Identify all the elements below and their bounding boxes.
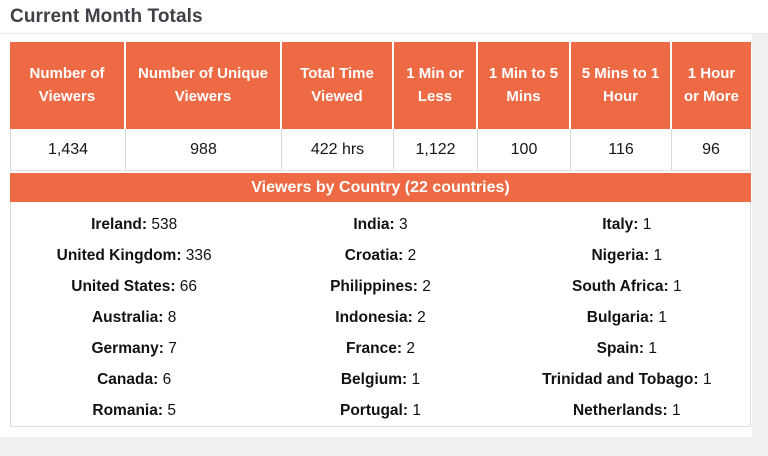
country-label: South Africa: xyxy=(571,278,669,295)
country-count: 1 xyxy=(642,216,652,233)
country-count: 1 xyxy=(672,402,681,419)
title-bar: Current Month Totals xyxy=(0,0,768,34)
header-1-min-or-less: 1 Min or Less xyxy=(394,42,478,129)
country-label: Spain: xyxy=(596,340,645,357)
country-entry-united-kingdom: United Kingdom: 336 xyxy=(11,240,257,271)
country-label: United States: xyxy=(71,278,176,295)
country-entry-france: France: 2 xyxy=(257,333,503,364)
country-count: 1 xyxy=(702,371,712,388)
value-number-of-viewers: 1,434 xyxy=(10,129,126,171)
country-label: Australia: xyxy=(91,309,164,326)
country-count: 1 xyxy=(653,247,663,264)
country-panel: Ireland: 538 United Kingdom: 336 United … xyxy=(10,202,751,427)
summary-value-row: 1,434 988 422 hrs 1,122 100 116 96 xyxy=(10,129,751,171)
country-entry-trinidad-and-tobago: Trinidad and Tobago: 1 xyxy=(504,364,750,395)
viewers-by-country-banner: Viewers by Country (22 countries) xyxy=(10,173,751,202)
header-1-hour-or-more: 1 Hour or More xyxy=(672,42,751,129)
country-count: 3 xyxy=(399,216,408,233)
country-label: Nigeria: xyxy=(591,247,650,264)
value-5-mins-to-1-hour: 116 xyxy=(571,129,672,171)
country-entry-united-states: United States: 66 xyxy=(11,271,257,302)
country-count: 5 xyxy=(167,402,176,419)
country-count: 1 xyxy=(411,371,421,388)
country-count: 2 xyxy=(417,309,426,326)
header-1-min-to-5-mins: 1 Min to 5 Mins xyxy=(478,42,571,129)
country-entry-spain: Spain: 1 xyxy=(504,333,750,364)
country-label: Netherlands: xyxy=(572,402,668,419)
country-count: 336 xyxy=(185,247,212,264)
stats-card: Number of Viewers Number of Unique Viewe… xyxy=(0,34,752,437)
country-entry-croatia: Croatia: 2 xyxy=(257,240,503,271)
country-count: 538 xyxy=(151,216,178,233)
country-entry-india: India: 3 xyxy=(257,209,503,240)
header-5-mins-to-1-hour: 5 Mins to 1 Hour xyxy=(571,42,672,129)
page-background: Number of Viewers Number of Unique Viewe… xyxy=(0,34,768,456)
country-label: Trinidad and Tobago: xyxy=(542,371,699,388)
summary-header-row: Number of Viewers Number of Unique Viewe… xyxy=(10,42,751,129)
country-column-3: Italy: 1 Nigeria: 1 South Africa: 1 Bulg… xyxy=(504,209,750,426)
country-count: 2 xyxy=(407,247,417,264)
country-entry-germany: Germany: 7 xyxy=(11,333,257,364)
country-entry-romania: Romania: 5 xyxy=(11,395,257,426)
country-label: Philippines: xyxy=(330,278,418,295)
country-label: Indonesia: xyxy=(335,309,413,326)
country-label: Bulgaria: xyxy=(586,309,654,326)
country-count: 2 xyxy=(406,340,415,357)
page-title: Current Month Totals xyxy=(10,5,203,27)
country-label: Canada: xyxy=(97,371,159,388)
country-column-1: Ireland: 538 United Kingdom: 336 United … xyxy=(11,209,257,426)
country-entry-italy: Italy: 1 xyxy=(504,209,750,240)
country-label: France: xyxy=(346,340,403,357)
country-entry-indonesia: Indonesia: 2 xyxy=(257,302,503,333)
header-number-of-unique-viewers: Number of Unique Viewers xyxy=(126,42,282,129)
country-entry-nigeria: Nigeria: 1 xyxy=(504,240,750,271)
country-label: Belgium: xyxy=(340,371,408,388)
value-number-of-unique-viewers: 988 xyxy=(126,129,282,171)
country-count: 1 xyxy=(658,309,667,326)
country-label: Ireland: xyxy=(91,216,148,233)
country-label: Portugal: xyxy=(340,402,409,419)
header-number-of-viewers: Number of Viewers xyxy=(10,42,126,129)
header-total-time-viewed: Total Time Viewed xyxy=(282,42,394,129)
country-count: 1 xyxy=(673,278,682,295)
country-label: Romania: xyxy=(92,402,163,419)
country-entry-bulgaria: Bulgaria: 1 xyxy=(504,302,750,333)
country-count: 7 xyxy=(168,340,177,357)
country-label: Croatia: xyxy=(344,247,404,264)
country-entry-canada: Canada: 6 xyxy=(11,364,257,395)
country-count: 66 xyxy=(179,278,198,295)
value-1-hour-or-more: 96 xyxy=(672,129,751,171)
country-label: Italy: xyxy=(602,216,639,233)
country-entry-netherlands: Netherlands: 1 xyxy=(504,395,750,426)
country-column-2: India: 3 Croatia: 2 Philippines: 2 Indon… xyxy=(257,209,503,426)
country-entry-australia: Australia: 8 xyxy=(11,302,257,333)
country-label: Germany: xyxy=(91,340,164,357)
country-entry-ireland: Ireland: 538 xyxy=(11,209,257,240)
country-count: 1 xyxy=(412,402,421,419)
country-label: India: xyxy=(353,216,395,233)
country-entry-philippines: Philippines: 2 xyxy=(257,271,503,302)
country-count: 1 xyxy=(648,340,657,357)
country-count: 8 xyxy=(167,309,177,326)
value-total-time-viewed: 422 hrs xyxy=(282,129,394,171)
country-count: 6 xyxy=(162,371,172,388)
country-label: United Kingdom: xyxy=(56,247,182,264)
country-entry-portugal: Portugal: 1 xyxy=(257,395,503,426)
country-entry-south-africa: South Africa: 1 xyxy=(504,271,750,302)
country-entry-belgium: Belgium: 1 xyxy=(257,364,503,395)
value-1-min-or-less: 1,122 xyxy=(394,129,478,171)
value-1-min-to-5-mins: 100 xyxy=(478,129,571,171)
country-count: 2 xyxy=(422,278,431,295)
